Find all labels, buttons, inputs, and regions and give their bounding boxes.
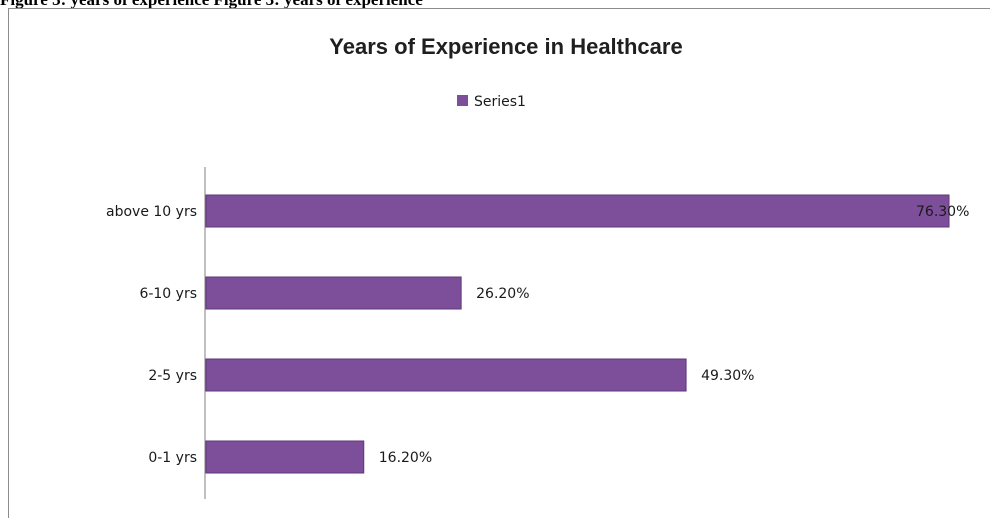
data-labels: 16.20% 49.30% 26.20% 76.30% xyxy=(379,204,970,466)
data-label: 16.20% xyxy=(379,450,432,466)
bar-6-10-yrs xyxy=(205,276,462,310)
category-label: 0-1 yrs xyxy=(148,450,197,466)
data-label: 76.30% xyxy=(916,204,969,220)
bars-group xyxy=(205,194,950,474)
category-labels: 0-1 yrs 2-5 yrs 6-10 yrs above 10 yrs xyxy=(106,204,197,466)
chart-area: Years of Experience in Healthcare Series… xyxy=(8,8,990,518)
legend: Series1 xyxy=(457,94,526,110)
data-label: 49.30% xyxy=(701,368,754,384)
bar-above-10-yrs xyxy=(205,194,950,228)
bar-chart: Years of Experience in Healthcare Series… xyxy=(106,34,970,499)
category-label: 2-5 yrs xyxy=(148,368,197,384)
bar-0-1-yrs xyxy=(205,440,365,474)
category-label: 6-10 yrs xyxy=(139,286,197,302)
chart-title: Years of Experience in Healthcare xyxy=(329,34,682,59)
category-label: above 10 yrs xyxy=(106,204,197,220)
bar-2-5-yrs xyxy=(205,358,687,392)
legend-label: Series1 xyxy=(474,94,526,110)
legend-swatch xyxy=(457,95,468,106)
figure-caption: Figure 3: years of experience Figure 3: … xyxy=(0,0,990,9)
data-label: 26.20% xyxy=(476,286,529,302)
